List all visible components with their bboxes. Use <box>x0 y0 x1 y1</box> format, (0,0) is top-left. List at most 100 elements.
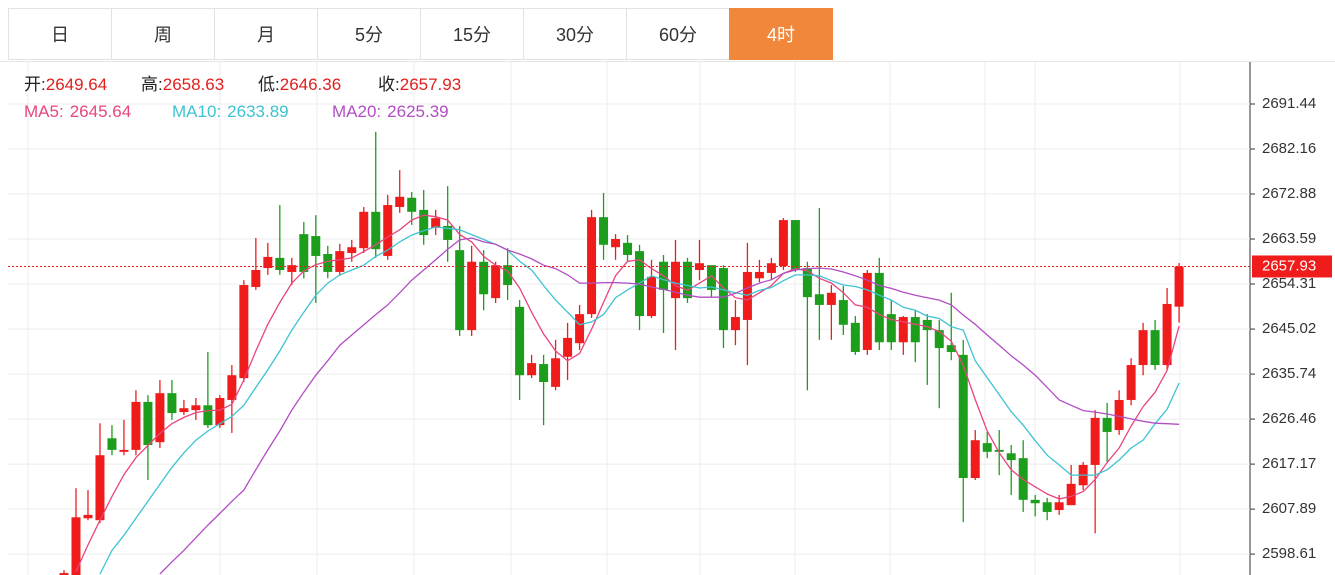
candle-body <box>155 393 165 443</box>
y-tick-label: 2663.59 <box>1262 230 1316 247</box>
ma-legend-separator: : <box>59 102 64 121</box>
ma-legend-name: MA20 <box>332 102 376 121</box>
candle-body <box>275 257 285 271</box>
candle-body <box>1102 417 1112 432</box>
candle-body <box>1114 399 1124 431</box>
candle-body <box>706 265 716 290</box>
candle-body <box>71 517 81 575</box>
candle-body <box>431 218 441 228</box>
ma-legend-separator: : <box>216 102 221 121</box>
candle-body <box>215 398 225 426</box>
candle-body <box>1054 502 1064 511</box>
period-tab[interactable]: 月 <box>214 8 318 60</box>
candle-body <box>802 268 812 298</box>
ohlc-label: 低: <box>258 75 280 94</box>
ohlc-value: 2649.64 <box>46 75 107 94</box>
ohlc-label: 开: <box>24 75 46 94</box>
period-tab[interactable]: 5分 <box>317 8 421 60</box>
candle-body <box>850 322 860 352</box>
candle-body <box>107 438 117 450</box>
candle-body <box>95 455 105 521</box>
y-tick-label: 2598.61 <box>1262 545 1316 562</box>
ma-legend-value: 2645.64 <box>70 102 131 121</box>
ohlc-label: 高: <box>141 75 163 94</box>
period-tab[interactable]: 15分 <box>420 8 524 60</box>
ma-legend-name: MA10 <box>172 102 216 121</box>
divider <box>0 61 1335 62</box>
ma-line <box>99 226 1180 575</box>
y-tick-label: 2635.74 <box>1262 365 1316 382</box>
period-tab[interactable]: 周 <box>111 8 215 60</box>
candle-body <box>682 261 692 299</box>
candle-body <box>527 363 537 376</box>
candle-body <box>670 261 680 299</box>
candle-body <box>203 405 213 426</box>
candle-body <box>359 211 369 249</box>
candle-body <box>766 263 776 273</box>
candle-body <box>335 251 345 272</box>
candle-body <box>814 294 824 305</box>
ohlc-info: 低:2646.36 <box>258 75 341 94</box>
period-tab[interactable]: 4时 <box>729 8 833 60</box>
candle-body <box>1090 417 1100 465</box>
candle-body <box>491 265 501 299</box>
candle-body <box>251 270 261 287</box>
period-tab[interactable]: 日 <box>8 8 112 60</box>
candle-body <box>611 238 621 248</box>
candle-body <box>826 292 836 305</box>
candle-body <box>227 375 237 400</box>
candle-body <box>167 393 177 414</box>
candle-body <box>1006 453 1016 461</box>
ohlc-value: 2657.93 <box>400 75 461 94</box>
candle-body <box>778 220 788 267</box>
candle-body <box>119 449 129 452</box>
period-tabs: 日 周 月 5分 15分 30分 60分 4时 <box>8 8 833 60</box>
candle-body <box>311 236 321 256</box>
candle-body <box>323 254 333 272</box>
candle-body <box>1126 365 1136 400</box>
last-price-box <box>1252 255 1332 278</box>
candle-body <box>1066 483 1076 506</box>
candle-body <box>922 319 932 331</box>
candle-body <box>623 242 633 255</box>
candle-body <box>191 405 201 411</box>
candle-body <box>1030 499 1040 504</box>
candle-body <box>515 306 525 376</box>
candle-body <box>419 209 429 236</box>
candle-body <box>59 573 69 575</box>
candle-body <box>443 225 453 240</box>
candle-body <box>407 197 417 212</box>
ma-line <box>75 214 1180 572</box>
candle-body <box>599 217 609 245</box>
candle-body <box>934 330 944 349</box>
period-tab[interactable]: 60分 <box>626 8 730 60</box>
candle-body <box>874 272 884 343</box>
candle-body <box>179 408 189 413</box>
candle-body <box>479 261 489 295</box>
y-tick-label: 2682.16 <box>1262 140 1316 157</box>
period-tab[interactable]: 30分 <box>523 8 627 60</box>
candle-body <box>467 261 477 331</box>
ohlc-value: 2658.63 <box>163 75 224 94</box>
candle-body <box>287 265 297 272</box>
candle-body <box>898 317 908 343</box>
candle-body <box>754 271 764 279</box>
plot-area <box>8 62 1250 575</box>
ma-legend-value: 2633.89 <box>227 102 288 121</box>
candle-body <box>982 443 992 452</box>
candle-body <box>946 345 956 352</box>
candle-body <box>299 234 309 272</box>
ma-legend: MA20: 2625.39 <box>332 102 449 121</box>
ohlc-info: 高:2658.63 <box>141 75 224 94</box>
ohlc-value: 2646.36 <box>280 75 341 94</box>
candle-body <box>383 205 393 256</box>
y-tick-label: 2691.44 <box>1262 95 1316 112</box>
candle-body <box>694 263 704 271</box>
y-tick-label: 2607.89 <box>1262 500 1316 517</box>
candle-body <box>83 514 93 519</box>
candle-body <box>1150 330 1160 366</box>
ma-legend-value: 2625.39 <box>387 102 448 121</box>
candle-body <box>239 285 249 379</box>
y-tick-label: 2654.31 <box>1262 275 1316 292</box>
